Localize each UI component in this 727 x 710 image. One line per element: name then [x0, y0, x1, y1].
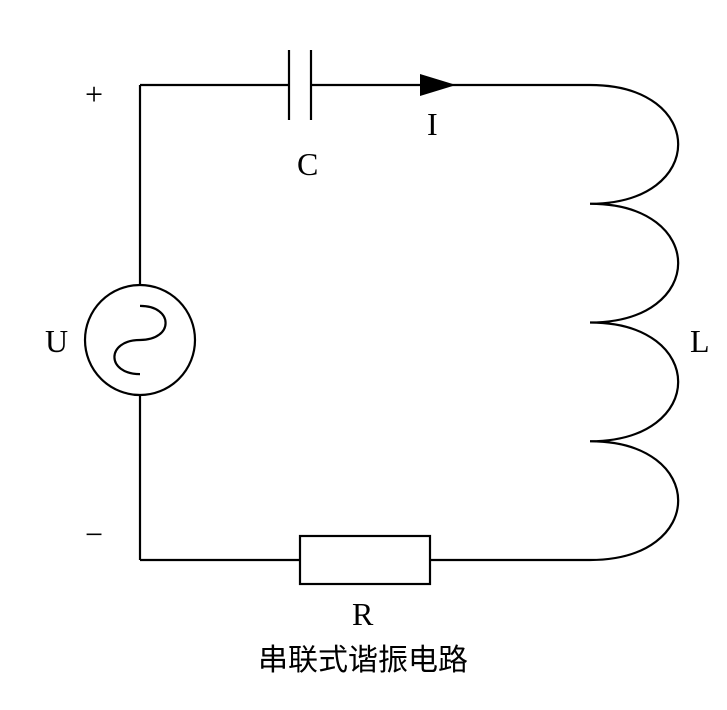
polarity-minus: −	[85, 516, 103, 552]
inductor-label: L	[690, 323, 710, 359]
capacitor-label: C	[297, 146, 318, 182]
inductor	[590, 85, 678, 560]
diagram-caption: 串联式谐振电路	[258, 644, 468, 677]
current-label: I	[427, 106, 438, 142]
current-arrow-icon	[420, 74, 456, 96]
resistor-label: R	[352, 596, 374, 632]
source-label: U	[45, 323, 68, 359]
ac-source-sine	[114, 306, 165, 374]
resistor	[300, 536, 430, 584]
series-resonant-circuit-diagram: + − U C I L R 串联式谐振电路	[0, 0, 727, 710]
polarity-plus: +	[85, 76, 103, 112]
